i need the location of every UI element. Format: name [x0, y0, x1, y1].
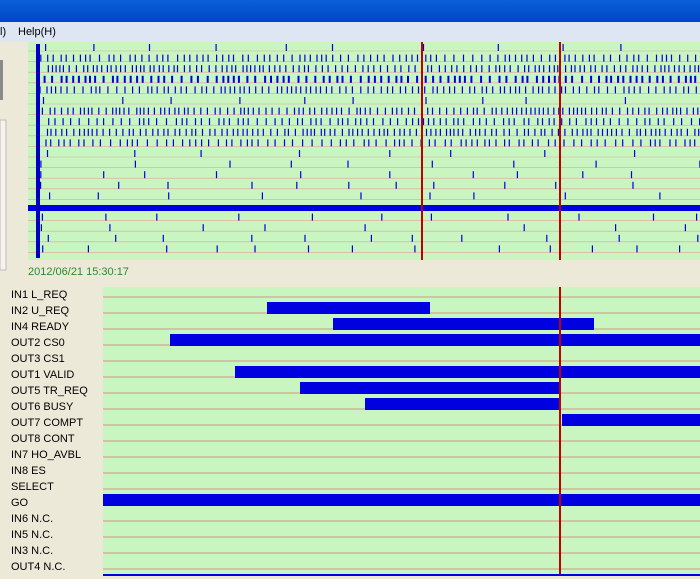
signal-label: IN7 HO_AVBL	[11, 449, 81, 461]
signal-label: IN1 L_REQ	[11, 289, 68, 301]
side-panel	[0, 119, 7, 271]
signal-bar	[365, 398, 560, 410]
signal-bar	[562, 414, 700, 426]
menu-item[interactable]: Help(H)	[18, 26, 56, 38]
signal-label: IN8 ES	[11, 465, 46, 477]
signal-bar	[267, 302, 430, 314]
signal-bar	[300, 382, 560, 394]
signal-bar	[333, 318, 594, 330]
signal-bar	[235, 366, 700, 378]
scroll-marker	[36, 44, 40, 258]
signal-label: SELECT	[11, 481, 54, 493]
signal-label: IN5 N.C.	[11, 529, 53, 541]
signal-label: OUT6 BUSY	[11, 401, 74, 413]
signal-label: OUT4 N.C.	[11, 561, 65, 573]
signal-label: IN3 N.C.	[11, 545, 53, 557]
menu-item[interactable]: l)	[0, 26, 6, 38]
signal-bar	[103, 494, 700, 506]
signal-label: OUT2 CS0	[11, 337, 65, 349]
signal-label: IN4 READY	[11, 321, 70, 333]
signal-label: IN2 U_REQ	[11, 305, 70, 317]
signal-label: GO	[11, 497, 29, 509]
signal-label: OUT7 COMPT	[11, 417, 83, 429]
title-bar	[0, 0, 700, 22]
menu-bar	[0, 22, 700, 42]
signal-label: OUT8 CONT	[11, 433, 75, 445]
overview-panel	[28, 42, 700, 260]
overview-traces	[28, 42, 700, 260]
signal-bars	[103, 302, 700, 506]
signal-label: OUT5 TR_REQ	[11, 385, 88, 397]
signal-label: IN6 N.C.	[11, 513, 53, 525]
trace-bar	[28, 205, 700, 211]
signal-label: OUT1 VALID	[11, 369, 74, 381]
signal-bar	[170, 334, 700, 346]
signal-label: OUT3 CS1	[11, 353, 65, 365]
detail-panel	[103, 287, 700, 575]
side-control	[0, 60, 3, 100]
timestamp: 2012/06/21 15:30:17	[28, 266, 129, 278]
